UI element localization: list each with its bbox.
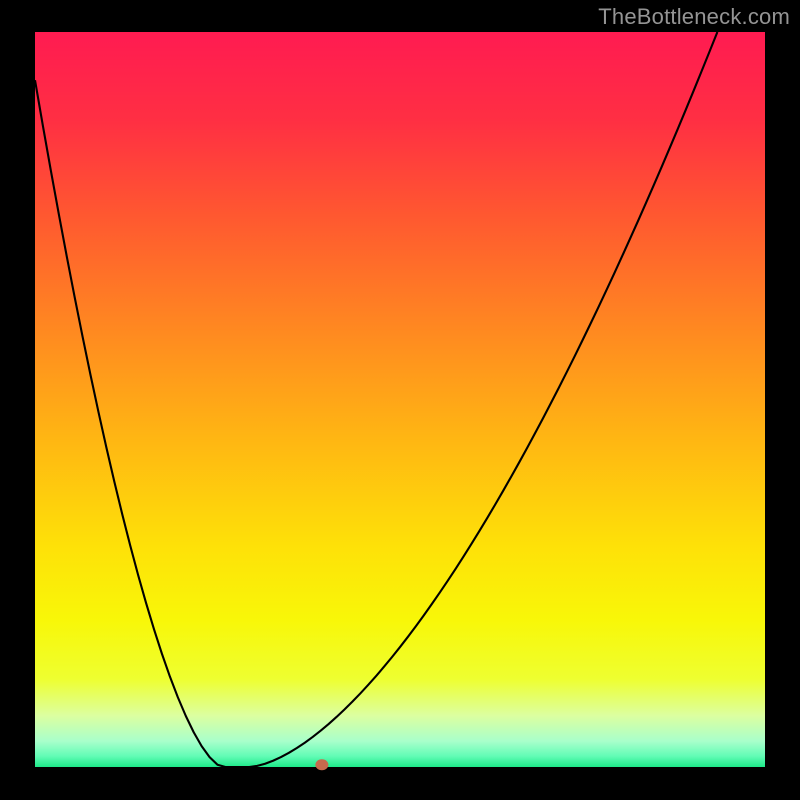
bottleneck-chart <box>0 0 800 800</box>
watermark-text: TheBottleneck.com <box>598 4 790 30</box>
optimal-point-marker <box>315 759 328 770</box>
plot-background <box>35 32 765 767</box>
